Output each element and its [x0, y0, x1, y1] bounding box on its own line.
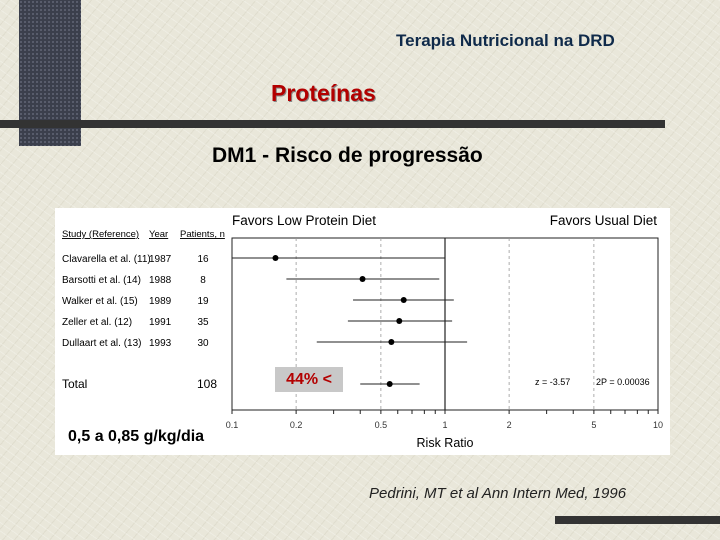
study-year: 1987 — [149, 254, 172, 265]
study-patients: 8 — [200, 275, 206, 286]
study-year: 1991 — [149, 317, 172, 328]
citation: Pedrini, MT et al Ann Intern Med, 1996 — [369, 485, 627, 502]
risk-ratio-point — [272, 255, 279, 261]
section-title: Proteínas — [271, 80, 376, 106]
risk-ratio-point — [388, 339, 395, 345]
dose-label: 0,5 a 0,85 g/kg/dia — [68, 428, 205, 445]
risk-ratio-point — [386, 381, 393, 387]
x-tick-label: 1 — [442, 420, 447, 430]
study-patients: 19 — [197, 296, 209, 307]
study-patients: 16 — [197, 254, 209, 265]
z-statistic: z = -3.57 — [535, 377, 570, 387]
study-patients: 108 — [197, 377, 217, 391]
study-year: 1993 — [149, 338, 172, 349]
x-tick-label: 5 — [591, 420, 596, 430]
study-patients: 30 — [197, 338, 209, 349]
decorative-footer-bar — [555, 516, 720, 524]
favors-low-protein-label: Favors Low Protein Diet — [232, 213, 376, 228]
column-header-year: Year — [149, 229, 168, 240]
study-label: Barsotti et al. (14) — [62, 275, 141, 286]
x-tick-label: 0.2 — [290, 420, 303, 430]
slide-header-title: Terapia Nutricional na DRD — [396, 31, 615, 50]
reduction-badge: 44% < — [275, 367, 343, 392]
study-label: Clavarella et al. (11) — [62, 254, 151, 265]
p-value: 2P = 0.00036 — [596, 377, 650, 387]
x-tick-label: 0.5 — [375, 420, 388, 430]
study-year: 1988 — [149, 275, 172, 286]
x-tick-label: 0.1 — [226, 420, 239, 430]
risk-ratio-point — [359, 276, 366, 282]
decorative-horizontal-bar — [0, 120, 665, 128]
x-tick-label: 10 — [653, 420, 663, 430]
study-label: Total — [62, 377, 87, 391]
risk-ratio-point — [400, 297, 407, 303]
study-patients: 35 — [197, 317, 209, 328]
x-axis-label: Risk Ratio — [417, 436, 474, 450]
column-header-study: Study (Reference) — [62, 229, 139, 240]
favors-usual-label: Favors Usual Diet — [550, 213, 658, 228]
slide-subtitle: DM1 - Risco de progressão — [212, 144, 483, 167]
study-label: Dullaart et al. (13) — [62, 338, 141, 349]
study-label: Walker et al. (15) — [62, 296, 138, 307]
study-year: 1989 — [149, 296, 172, 307]
x-tick-label: 2 — [507, 420, 512, 430]
forest-plot: Study (Reference) Year Patients, n Favor… — [55, 208, 670, 455]
study-label: Zeller et al. (12) — [62, 317, 132, 328]
risk-ratio-point — [396, 318, 403, 324]
column-header-patients: Patients, n — [180, 229, 225, 240]
forest-plot-svg: Study (Reference) Year Patients, n Favor… — [62, 213, 663, 450]
